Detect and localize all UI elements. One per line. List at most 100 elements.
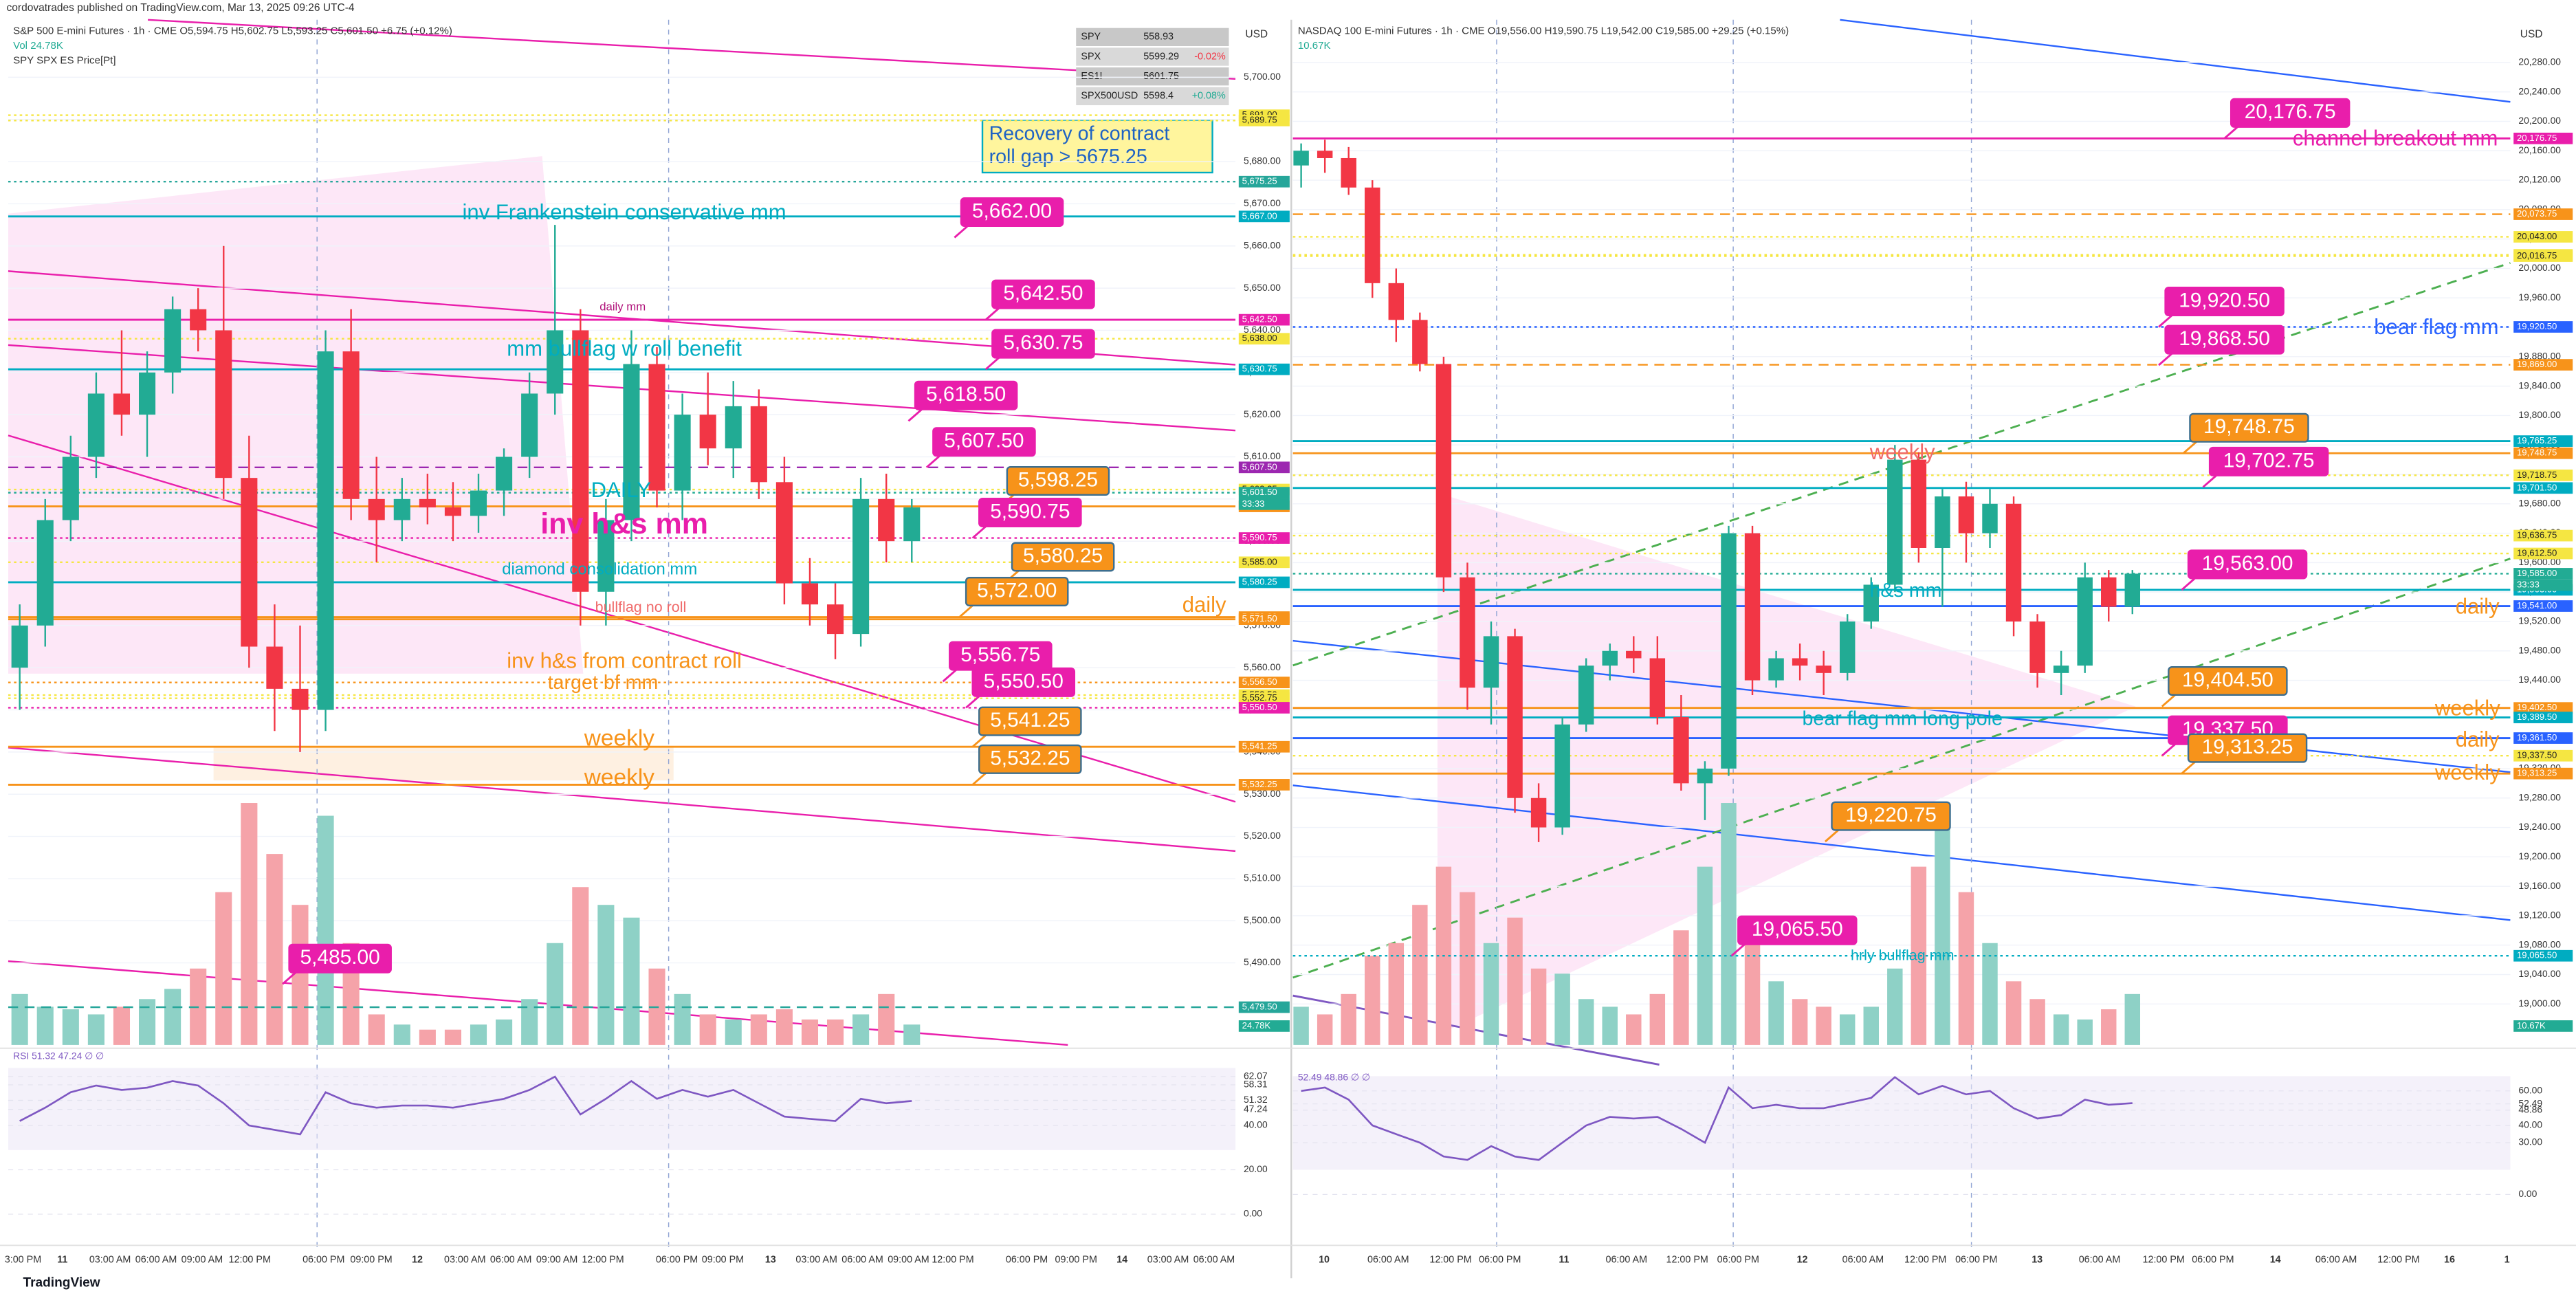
callout-pointer — [971, 734, 987, 748]
callout-pointer — [954, 225, 969, 239]
candle-body — [291, 688, 309, 710]
annotation: weekly — [584, 765, 654, 791]
callout-pointer — [2202, 474, 2217, 488]
candle-body — [1602, 650, 1618, 666]
price-badge-label: 19,361.50 — [2517, 732, 2557, 742]
price-badge-label: 19,920.50 — [2517, 321, 2557, 331]
price-badge — [1238, 692, 1290, 705]
volume-bar — [496, 1019, 513, 1045]
volume-bar — [138, 999, 156, 1045]
volume-line: 10.67K — [1298, 40, 1331, 52]
trend-line — [1292, 784, 2511, 921]
volume-bar — [1460, 892, 1475, 1045]
price-tick-label: 5,500.00 — [1244, 914, 1281, 925]
callout-box — [960, 197, 1064, 227]
price-badge — [1238, 702, 1290, 714]
candle-body — [36, 520, 54, 626]
candle-body — [62, 456, 79, 520]
callout-box — [1831, 801, 1951, 831]
rsi-tick-label: 60.00 — [2518, 1084, 2542, 1095]
time-tick-label: 06:00 AM — [490, 1255, 532, 1266]
volume-bar — [597, 905, 615, 1045]
callout-pointer — [2181, 578, 2196, 591]
volume-bar — [2101, 1009, 2117, 1045]
watchlist-row — [1076, 28, 1229, 46]
volume-bar — [1483, 943, 1499, 1045]
time-tick-label: 11 — [57, 1255, 67, 1266]
price-badge-label: 5,580.25 — [1242, 576, 1277, 586]
callout-pointer — [984, 307, 1000, 321]
candle-body — [317, 351, 334, 710]
callout-box — [1737, 915, 1858, 945]
callout-pointer — [958, 604, 973, 618]
callout-label: 5,618.50 — [926, 383, 1006, 406]
candle-body — [1792, 658, 1808, 666]
price-badge — [2513, 231, 2573, 243]
volume-badge — [2513, 1020, 2573, 1032]
price-badge-label: 20,043.00 — [2517, 231, 2557, 241]
time-tick-label: 12:00 PM — [1429, 1255, 1471, 1266]
callout-box — [978, 498, 1082, 528]
price-badge — [1238, 487, 1290, 498]
volume-bar — [1721, 803, 1737, 1045]
volume-bar — [241, 803, 258, 1045]
rsi-tick-label: 40.00 — [2518, 1119, 2542, 1130]
candle-body — [826, 604, 844, 635]
time-tick-label: 12 — [1796, 1255, 1807, 1266]
callout-box — [932, 427, 1036, 457]
rsi-legend: 52.49 48.86 ∅ ∅ — [1298, 1071, 1370, 1082]
time-tick-label: 3:00 PM — [5, 1255, 41, 1266]
price-badge-label: 5,571.50 — [1242, 613, 1277, 624]
callout-box — [965, 577, 1069, 607]
rsi-tick-label: 52.49 — [2518, 1097, 2542, 1108]
callout-label: 19,404.50 — [2182, 668, 2274, 691]
callout-pointer — [971, 525, 987, 539]
volume-bar — [2005, 981, 2022, 1045]
volume-bar — [2053, 1014, 2069, 1045]
annotation: weekly — [2434, 696, 2500, 720]
rsi-line — [19, 1075, 912, 1136]
price-tick-label: 5,530.00 — [1244, 788, 1281, 799]
price-tick-label: 19,080.00 — [2518, 938, 2561, 949]
callout-label: 20,176.75 — [2245, 100, 2336, 123]
price-tick-label: 20,000.00 — [2518, 262, 2561, 273]
callout-box — [991, 279, 1095, 309]
callout-pointer — [2158, 314, 2173, 328]
price-badge-label: 19,541.00 — [2517, 600, 2557, 610]
candle-body — [1483, 636, 1499, 688]
callout-label: 5,572.00 — [977, 579, 1057, 602]
price-badge — [2513, 749, 2573, 762]
time-tick-label: 09:00 AM — [888, 1255, 929, 1266]
candle-body — [342, 351, 360, 499]
annotation: daily — [2456, 727, 2500, 751]
candle-body — [521, 393, 538, 457]
annotation: daily — [1182, 593, 1226, 617]
volume-badge — [1238, 1020, 1290, 1032]
price-badge-label: 5,550.50 — [1242, 702, 1277, 712]
candle-body — [2124, 573, 2141, 607]
volume-bar — [393, 1024, 410, 1045]
time-tick-label: 03:00 AM — [444, 1255, 486, 1266]
time-tick-label: 12:00 PM — [2143, 1255, 2185, 1266]
time-tick-label: 14 — [1116, 1255, 1127, 1266]
candle-body — [1721, 533, 1737, 769]
candle-body — [878, 498, 895, 542]
candle-body — [1935, 496, 1950, 548]
price-badge — [1238, 461, 1290, 474]
rsi-tick-label: 0.00 — [1244, 1208, 1262, 1219]
callout-box — [971, 667, 1076, 697]
candle-body — [2101, 577, 2117, 607]
price-badge-label: 19,718.75 — [2517, 470, 2557, 480]
callout-label: 5,541.25 — [990, 709, 1070, 732]
candle-body — [1744, 533, 1761, 681]
candle-body — [87, 393, 104, 457]
price-badge — [1238, 114, 1290, 126]
volume-bar — [826, 1019, 844, 1045]
callout-label: 5,556.75 — [960, 644, 1040, 666]
time-tick-label: 06:00 PM — [2192, 1255, 2234, 1266]
callout-box — [288, 943, 392, 974]
candle-body — [801, 583, 819, 605]
candle-body — [1626, 650, 1642, 659]
rsi-tick-label: 47.24 — [1244, 1103, 1268, 1114]
price-badge-label: 19,636.75 — [2517, 530, 2557, 540]
